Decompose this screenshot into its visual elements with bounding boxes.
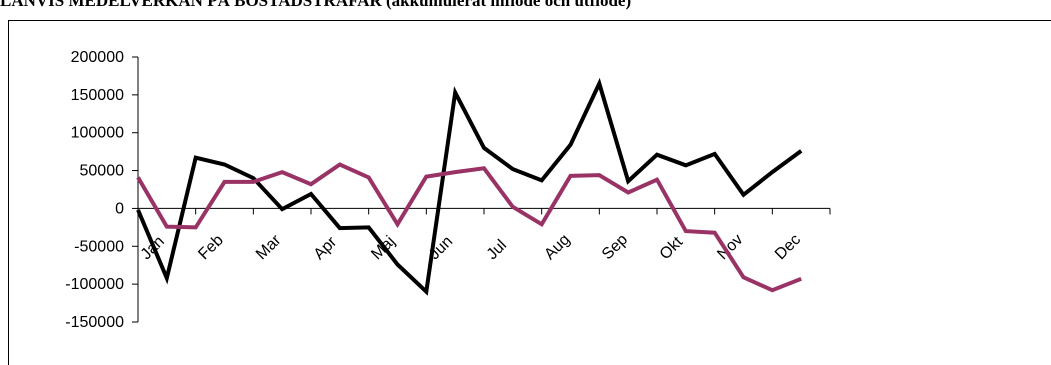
y-tick-label: -150000	[65, 314, 124, 331]
series-line-2	[136, 162, 802, 293]
x-tick-label: Dec	[772, 231, 804, 263]
y-tick-label: 100000	[71, 125, 124, 142]
x-tick-label: Feb	[195, 232, 227, 264]
page-title: LÄNVIS MEDELVERKAN PÅ BOSTADSTRÄFAR (akk…	[0, 0, 632, 10]
x-tick-label: Mar	[253, 231, 285, 263]
axes: 200000 150000 100000 50000 0 -50000 -100000 -15…	[65, 49, 831, 331]
y-tick-label: -50000	[74, 238, 124, 255]
x-tick-label: Aug	[541, 231, 573, 263]
series-group	[136, 77, 803, 296]
y-tick-label: 0	[115, 200, 124, 217]
chart-frame	[8, 20, 1051, 365]
x-tick-label: Apr	[311, 233, 341, 263]
x-tick-label: Okt	[657, 233, 687, 263]
y-tick-label: 50000	[80, 163, 125, 180]
y-tick-label: -100000	[65, 276, 124, 293]
y-tick-label: 200000	[71, 49, 124, 66]
y-tick-label: 150000	[71, 87, 124, 104]
x-tick-label: Jul	[484, 237, 510, 263]
series-line-1	[136, 77, 803, 296]
x-tick-label: Sep	[599, 231, 631, 263]
